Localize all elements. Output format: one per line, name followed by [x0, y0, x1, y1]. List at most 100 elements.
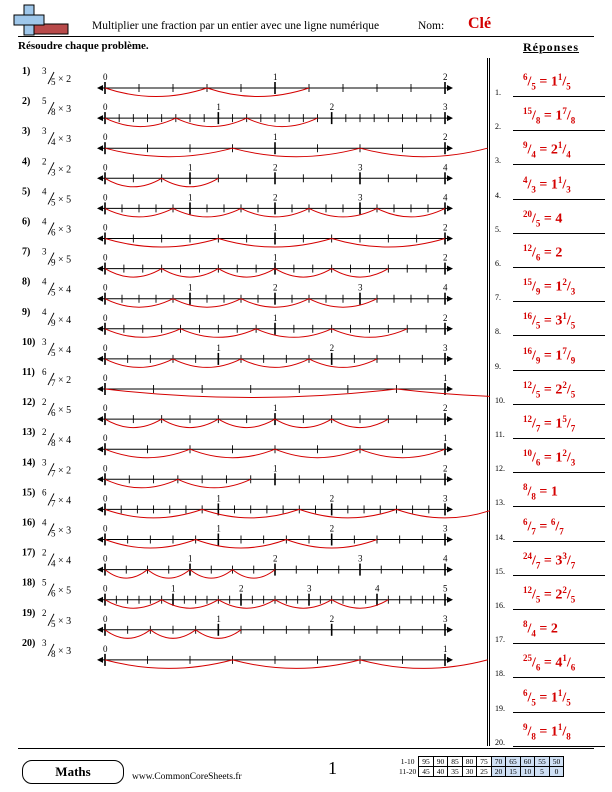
answer-number: 18.	[495, 669, 505, 679]
hop-arc	[104, 328, 181, 338]
fraction-denominator: 8	[51, 649, 56, 659]
fraction-denominator: 5	[51, 348, 56, 358]
hop-arc	[376, 207, 446, 218]
fraction-slash	[47, 312, 55, 326]
fraction-numerator: 2	[42, 397, 47, 407]
problem-number: 4)	[22, 156, 30, 167]
hop-arc	[359, 659, 488, 669]
hop-arc	[104, 508, 203, 519]
answer-line	[513, 232, 605, 234]
hop-arc	[299, 508, 397, 519]
answer-number: 20.	[495, 737, 505, 747]
multiplier: × 3	[58, 225, 71, 236]
tick-label: 4	[443, 554, 448, 564]
score-cell: 90	[432, 756, 449, 767]
score-cell: 85	[447, 756, 463, 767]
tick-label: 0	[103, 253, 108, 263]
arrow-left-icon	[97, 145, 103, 152]
fraction-denominator: 9	[51, 318, 56, 328]
hop-arc	[331, 268, 389, 278]
tick-label: 5	[443, 584, 448, 594]
hop-arc	[172, 207, 242, 218]
fraction-denominator: 7	[51, 378, 56, 388]
answer-4: 4. 4/3 = 11/3	[495, 169, 607, 205]
answer-line	[513, 574, 605, 576]
problem-1: 1) 35 × 2 0 1 2	[22, 66, 453, 97]
problem-3: 3) 34 × 3 0 1 2	[22, 126, 488, 158]
answer-line	[513, 369, 605, 371]
hop-arc	[255, 328, 332, 338]
answer-20: 20. 9/8 = 11/8	[495, 716, 607, 752]
fraction-numerator: 2	[42, 548, 47, 558]
answer-line	[513, 472, 605, 474]
tick-label: 1	[216, 343, 221, 353]
hop-arc	[396, 508, 490, 519]
answer-line	[513, 130, 605, 132]
fraction-denominator: 6	[51, 228, 56, 238]
fraction-numerator: 4	[42, 518, 47, 528]
fraction-slash	[47, 282, 55, 295]
hop-arc	[104, 659, 233, 669]
answer-panel-divider	[487, 58, 490, 746]
tick-label: 4	[443, 162, 448, 172]
answer-value: 6/7 = 6/7	[523, 516, 564, 537]
tick-label: 2	[330, 102, 335, 112]
hop-arc	[396, 388, 490, 397]
hop-arc	[161, 268, 219, 278]
arrow-right-icon	[447, 656, 453, 663]
tick-label: 0	[103, 584, 108, 594]
answer-6: 6. 12/6 = 2	[495, 237, 607, 273]
problem-6: 6) 46 × 3 0 1 2	[22, 217, 453, 248]
website-link[interactable]: www.CommonCoreSheets.fr	[132, 772, 242, 782]
fraction-slash	[47, 463, 55, 476]
arrow-right-icon	[447, 536, 453, 543]
hop-arc	[274, 599, 332, 609]
tick-label: 2	[273, 554, 278, 564]
score-cell: 25	[476, 766, 492, 777]
tick-label: 1	[273, 313, 278, 323]
problem-2: 2) 58 × 3 0 1 2 3	[22, 96, 453, 127]
answer-line	[513, 198, 605, 200]
answer-number: 11.	[495, 430, 505, 439]
problem-number: 5)	[22, 186, 30, 197]
answer-value: 24/7 = 33/7	[523, 550, 576, 571]
tick-label: 1	[216, 102, 221, 112]
hop-arc	[331, 418, 389, 429]
arrow-left-icon	[97, 85, 103, 91]
arrow-left-icon	[97, 295, 103, 302]
answer-value: 8/4 = 2	[523, 619, 558, 639]
problem-13: 13) 28 × 4 0 1	[22, 427, 453, 459]
fraction-denominator: 5	[51, 529, 56, 539]
multiplier: × 3	[58, 526, 71, 537]
answer-value: 10/6 = 12/3	[523, 448, 576, 468]
answer-value: 12/5 = 22/5	[523, 379, 576, 400]
answer-8: 8. 16/5 = 31/5	[495, 305, 607, 341]
fraction-slash	[47, 493, 55, 506]
fraction-slash	[47, 432, 55, 446]
problem-number: 17)	[22, 548, 35, 559]
tick-label: 1	[188, 554, 193, 564]
arrow-right-icon	[447, 596, 453, 603]
answer-2: 2. 15/8 = 17/8	[495, 100, 607, 136]
tick-label: 3	[443, 102, 448, 112]
tick-label: 0	[103, 614, 108, 624]
hop-arc	[172, 358, 242, 368]
hop-arc	[189, 569, 233, 579]
score-row: 11-20 45 40 35 30 25 20 15 10 5 0	[396, 766, 565, 777]
score-cell: 20	[490, 766, 507, 777]
arrow-left-icon	[97, 626, 103, 633]
arrow-right-icon	[447, 476, 453, 483]
tick-label: 3	[358, 192, 363, 202]
multiplier: × 4	[58, 285, 71, 296]
hop-arc	[150, 629, 196, 639]
answer-number: 14.	[495, 532, 505, 542]
answer-number: 7.	[495, 293, 501, 303]
problem-number: 3)	[22, 126, 30, 137]
hop-arc	[308, 298, 378, 308]
answer-value: 20/5 = 4	[523, 208, 563, 229]
tick-label: 0	[103, 373, 108, 383]
name-label: Nom:	[418, 20, 445, 32]
